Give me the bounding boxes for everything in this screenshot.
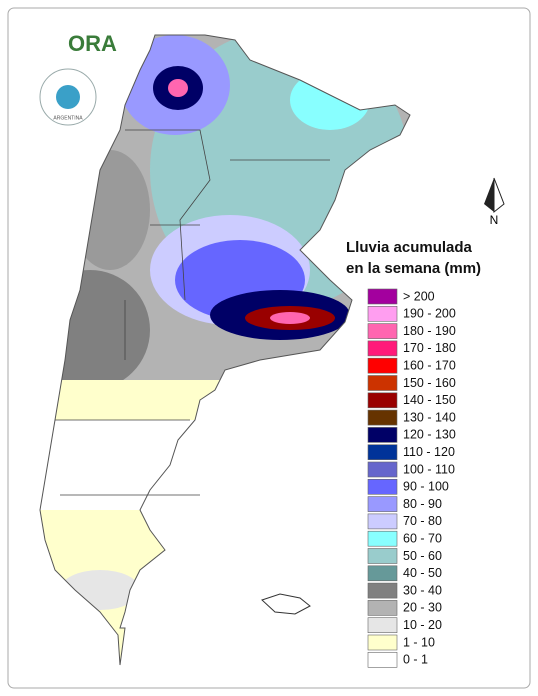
legend-label: 70 - 80 — [403, 514, 442, 528]
legend-label: 30 - 40 — [403, 583, 442, 597]
legend-label: 130 - 140 — [403, 410, 456, 424]
legend-swatch — [367, 513, 398, 530]
legend-swatch — [367, 565, 398, 582]
legend-swatch — [367, 288, 398, 305]
legend-label: 140 - 150 — [403, 393, 456, 407]
legend-swatch — [367, 444, 398, 461]
legend-label: 190 - 200 — [403, 307, 456, 321]
legend-label: 80 - 90 — [403, 497, 442, 511]
legend-swatch — [367, 582, 398, 599]
legend-label: 20 - 30 — [403, 601, 442, 615]
legend-label: 40 - 50 — [403, 566, 442, 580]
legend-swatch — [367, 634, 398, 651]
logo-text: ORA — [68, 31, 117, 56]
legend-label: 120 - 130 — [403, 428, 456, 442]
legend-swatch — [367, 323, 398, 339]
legend-label: > 200 — [403, 289, 435, 303]
legend-swatch — [367, 600, 398, 616]
legend-swatch — [367, 530, 398, 547]
legend-swatch — [367, 392, 398, 409]
legend-swatch — [367, 461, 398, 478]
legend-title: Lluvia acumulada — [346, 239, 473, 256]
legend-label: 150 - 160 — [403, 376, 456, 390]
legend: > 200 190 - 200 180 - 190 170 - 180 160 - 17… — [367, 288, 456, 668]
legend-label: 0 - 1 — [403, 653, 428, 667]
legend-label: 10 - 20 — [403, 618, 442, 632]
legend-swatch — [367, 478, 398, 495]
legend-swatch — [367, 617, 398, 634]
legend-swatch — [367, 340, 398, 357]
legend-swatch — [367, 305, 398, 322]
legend-label: 170 - 180 — [403, 341, 456, 355]
legend-swatch — [367, 375, 398, 391]
legend-swatch — [367, 409, 398, 426]
legend-title: en la semana (mm) — [346, 260, 481, 277]
legend-label: 60 - 70 — [403, 531, 442, 545]
legend-label: 100 - 110 — [403, 462, 455, 476]
legend-label: 160 - 170 — [403, 358, 456, 372]
logo: ORA ARGENTINA — [39, 31, 117, 126]
legend-label: 50 - 60 — [403, 549, 442, 563]
legend-swatch — [367, 651, 398, 668]
legend-swatch — [367, 496, 398, 512]
legend-swatch — [367, 548, 398, 564]
legend-swatch — [367, 357, 398, 374]
seal-core — [56, 85, 80, 109]
legend-swatch — [367, 427, 398, 443]
compass: N — [484, 177, 505, 227]
legend-label: 180 - 190 — [403, 324, 456, 338]
legend-label: 90 - 100 — [403, 480, 449, 494]
legend-label: 110 - 120 — [403, 445, 455, 459]
legend-label: 1 - 10 — [403, 635, 435, 649]
north-label: N — [490, 213, 499, 227]
seal-text: ARGENTINA — [53, 115, 83, 121]
